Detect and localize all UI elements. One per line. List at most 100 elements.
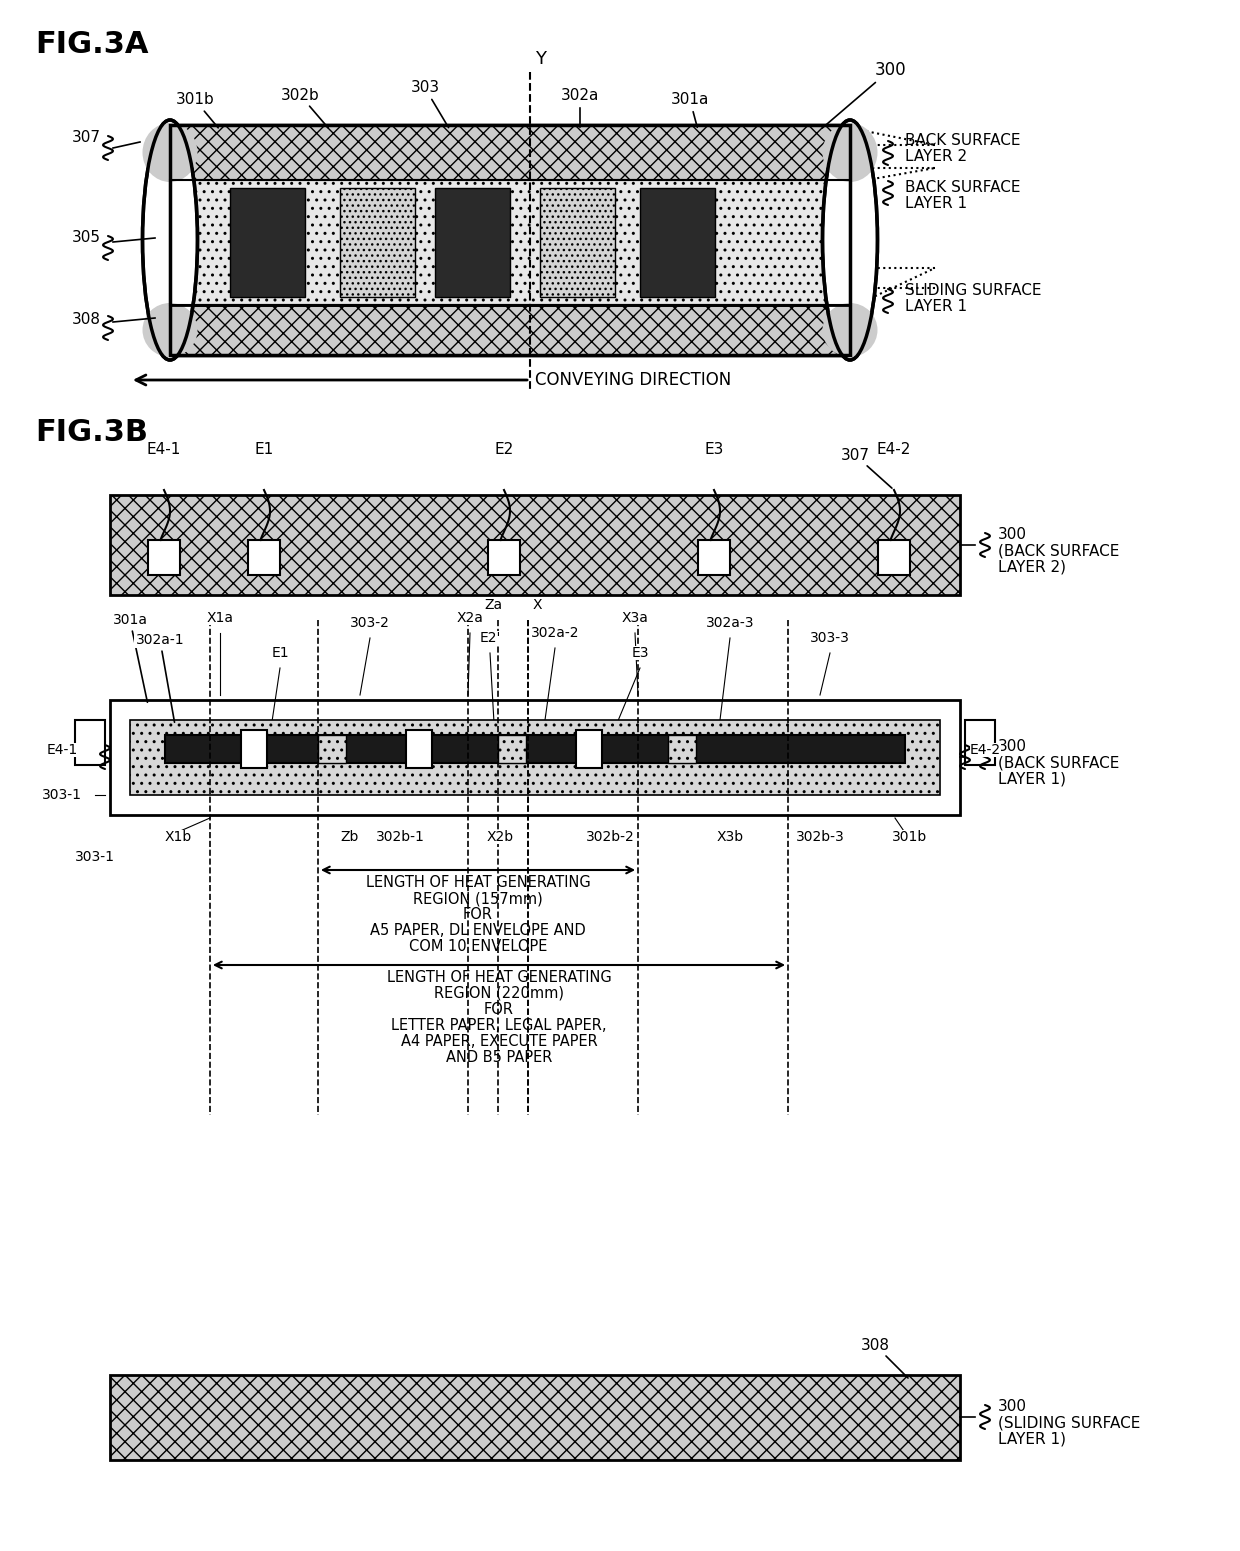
Bar <box>577 731 601 768</box>
Bar <box>340 188 415 296</box>
Text: 303-3: 303-3 <box>810 631 849 645</box>
Text: FIG.3B: FIG.3B <box>35 419 148 447</box>
Text: (BACK SURFACE: (BACK SURFACE <box>998 755 1120 769</box>
Bar <box>170 180 849 306</box>
Text: 302b-2: 302b-2 <box>585 830 635 844</box>
Text: 308: 308 <box>72 312 100 327</box>
Text: 303-2: 303-2 <box>350 616 389 630</box>
Text: X3a: X3a <box>621 611 649 625</box>
Text: 303: 303 <box>410 81 449 127</box>
Bar <box>130 720 940 796</box>
Ellipse shape <box>143 302 197 357</box>
Text: AND B5 PAPER: AND B5 PAPER <box>446 1050 552 1066</box>
Text: E4-1: E4-1 <box>146 442 181 458</box>
Bar <box>317 735 346 763</box>
Text: 305: 305 <box>72 231 100 245</box>
Text: LENGTH OF HEAT GENERATING: LENGTH OF HEAT GENERATING <box>366 875 590 890</box>
Text: LAYER 1): LAYER 1) <box>998 771 1066 786</box>
Bar <box>435 188 510 296</box>
Text: LAYER 2: LAYER 2 <box>905 149 967 164</box>
Bar <box>165 735 905 763</box>
Bar <box>965 720 994 765</box>
Bar <box>229 188 305 296</box>
Text: Zb: Zb <box>341 830 360 844</box>
Text: X2a: X2a <box>456 611 484 625</box>
Text: (BACK SURFACE: (BACK SURFACE <box>998 543 1120 558</box>
Text: E1: E1 <box>254 442 274 458</box>
Text: FOR: FOR <box>484 1002 515 1017</box>
Text: 301a: 301a <box>671 93 709 127</box>
Text: 302a-2: 302a-2 <box>531 627 579 641</box>
Bar <box>248 540 280 575</box>
Text: COM 10 ENVELOPE: COM 10 ENVELOPE <box>409 938 547 954</box>
Bar <box>539 188 615 296</box>
Text: BACK SURFACE: BACK SURFACE <box>905 180 1021 195</box>
Text: LETTER PAPER, LEGAL PAPER,: LETTER PAPER, LEGAL PAPER, <box>392 1017 606 1033</box>
Text: X1a: X1a <box>207 611 233 625</box>
Text: E4-2: E4-2 <box>970 743 1001 757</box>
Bar <box>110 495 960 596</box>
Text: CONVEYING DIRECTION: CONVEYING DIRECTION <box>534 371 732 389</box>
Text: X2b: X2b <box>486 830 513 844</box>
Bar <box>110 700 960 814</box>
Text: 302a-1: 302a-1 <box>135 633 185 723</box>
Text: 302b-1: 302b-1 <box>376 830 424 844</box>
Text: 307: 307 <box>72 130 100 146</box>
Text: SLIDING SURFACE: SLIDING SURFACE <box>905 282 1042 298</box>
Text: 302a: 302a <box>560 88 599 127</box>
Text: X1b: X1b <box>165 830 192 844</box>
Text: FOR: FOR <box>463 907 494 921</box>
Text: 303-1: 303-1 <box>74 850 115 864</box>
Text: BACK SURFACE: BACK SURFACE <box>905 133 1021 147</box>
Text: 308: 308 <box>861 1337 908 1377</box>
Bar <box>74 720 105 765</box>
Text: 300: 300 <box>998 738 1027 754</box>
Bar <box>148 540 180 575</box>
Text: LAYER 1: LAYER 1 <box>905 195 967 211</box>
Text: 302a-3: 302a-3 <box>706 616 754 630</box>
Text: LENGTH OF HEAT GENERATING: LENGTH OF HEAT GENERATING <box>387 969 611 985</box>
Text: E3: E3 <box>631 647 649 661</box>
Bar <box>878 540 910 575</box>
Text: E4-2: E4-2 <box>877 442 911 458</box>
Text: LAYER 1: LAYER 1 <box>905 299 967 313</box>
Ellipse shape <box>143 119 197 360</box>
Text: 300: 300 <box>998 1399 1027 1415</box>
Text: (SLIDING SURFACE: (SLIDING SURFACE <box>998 1415 1141 1430</box>
Text: FIG.3A: FIG.3A <box>35 29 149 59</box>
Ellipse shape <box>143 123 197 181</box>
Text: REGION (157mm): REGION (157mm) <box>413 890 543 906</box>
Text: E2: E2 <box>495 442 513 458</box>
Text: 307: 307 <box>841 448 892 489</box>
Text: Y: Y <box>534 50 546 68</box>
Text: LAYER 1): LAYER 1) <box>998 1432 1066 1446</box>
Text: 302b-3: 302b-3 <box>796 830 844 844</box>
Bar <box>170 126 849 355</box>
Bar <box>170 126 849 355</box>
Text: A4 PAPER, EXECUTE PAPER: A4 PAPER, EXECUTE PAPER <box>401 1035 598 1048</box>
Text: 300: 300 <box>998 527 1027 541</box>
Bar <box>241 731 267 768</box>
Text: E3: E3 <box>704 442 724 458</box>
Text: LAYER 2): LAYER 2) <box>998 558 1066 574</box>
Bar <box>170 306 849 355</box>
Text: 303-1: 303-1 <box>42 788 82 802</box>
Bar <box>498 735 526 763</box>
Text: A5 PAPER, DL ENVELOPE AND: A5 PAPER, DL ENVELOPE AND <box>370 923 585 938</box>
Bar <box>170 126 849 180</box>
Bar <box>489 540 520 575</box>
Text: 300: 300 <box>822 60 905 129</box>
Bar <box>640 188 715 296</box>
Ellipse shape <box>822 119 878 360</box>
Text: E2': E2' <box>480 631 501 645</box>
Bar <box>405 731 432 768</box>
Text: 301b: 301b <box>893 830 928 844</box>
Bar <box>698 540 730 575</box>
Text: 301b: 301b <box>176 93 218 127</box>
Text: E4-1: E4-1 <box>46 743 78 757</box>
Ellipse shape <box>822 302 878 357</box>
Text: X: X <box>533 599 543 613</box>
Bar <box>170 180 849 306</box>
Text: Za: Za <box>484 599 502 613</box>
Bar <box>110 1376 960 1459</box>
